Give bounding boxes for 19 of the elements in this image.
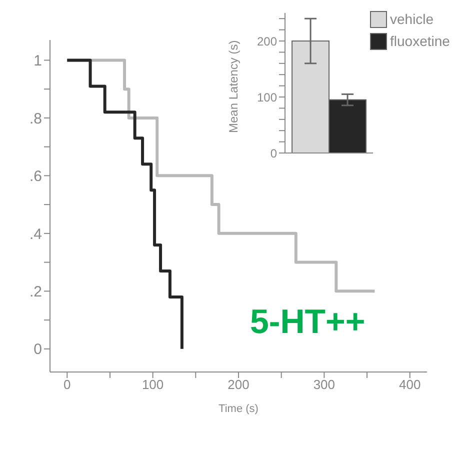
y-tick-label: 100 [256, 90, 278, 104]
x-tick-label: 200 [228, 377, 250, 392]
x-tick-label: 0 [64, 377, 71, 392]
x-tick-label: 400 [399, 377, 421, 392]
legend-label: vehicle [390, 11, 434, 27]
y-tick-label: .6 [29, 168, 42, 186]
x-tick-label: 300 [313, 377, 336, 392]
legend-label: fluoxetine [390, 33, 450, 49]
y-axis-title: Mean Latency (s) [226, 40, 240, 133]
y-tick-label: .8 [29, 110, 42, 128]
x-axis-title: Time (s) [218, 403, 258, 415]
y-tick-label: 1 [34, 52, 42, 70]
y-tick-label: 0 [34, 341, 42, 358]
x-tick-label: 100 [142, 377, 164, 392]
y-tick-label: 0 [270, 146, 278, 160]
annotation: 5-HT++ [250, 303, 366, 342]
y-tick-label: 200 [256, 34, 278, 48]
y-tick-label: .2 [29, 283, 42, 300]
y-tick-label: .4 [29, 226, 42, 243]
